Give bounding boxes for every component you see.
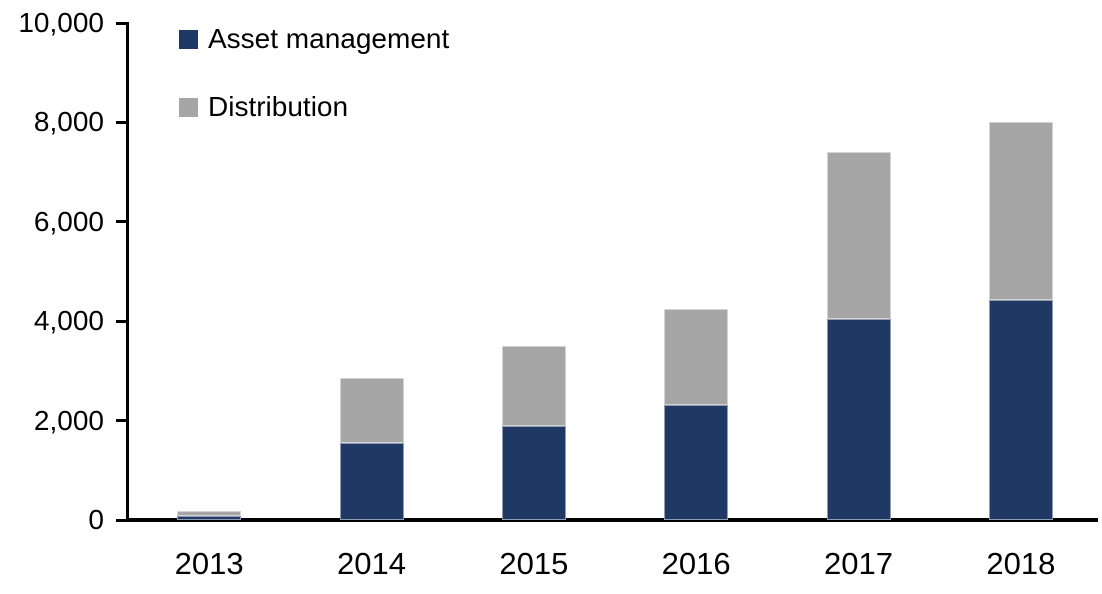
x-tick-label-2014: 2014 [337, 546, 406, 581]
y-tick-mark-2,000 [116, 419, 127, 423]
bar-segment-asset-management-2015 [501, 425, 566, 520]
y-tick-label-10,000: 10,000 [18, 7, 104, 38]
bar-segment-asset-management-2013 [177, 515, 242, 520]
x-tick-label-2016: 2016 [661, 546, 731, 581]
y-tick-mark-10,000 [116, 21, 127, 25]
legend-item-distribution: Distribution [179, 92, 348, 122]
y-tick-mark-8,000 [116, 120, 127, 124]
x-tick-label-2017: 2017 [824, 546, 893, 581]
y-tick-label-4,000: 4,000 [33, 305, 104, 337]
legend-label-distribution: Distribution [208, 91, 349, 122]
bar-segment-distribution-2013 [177, 510, 242, 516]
x-tick-label-2015: 2015 [499, 546, 569, 581]
bar-segment-distribution-2016 [664, 308, 729, 405]
bar-segment-distribution-2014 [339, 378, 404, 443]
y-tick-mark-0 [116, 518, 127, 522]
y-tick-label-8,000: 8,000 [33, 106, 104, 138]
bar-segment-asset-management-2014 [339, 442, 404, 520]
x-axis-line [126, 518, 1098, 522]
y-tick-label-6,000: 6,000 [33, 205, 104, 237]
bar-segment-asset-management-2016 [664, 404, 729, 520]
bar-segment-distribution-2017 [826, 152, 891, 319]
y-axis-line [126, 22, 129, 522]
bar-segment-asset-management-2018 [988, 300, 1053, 520]
legend-swatch-asset-management-icon [179, 29, 198, 49]
x-tick-label-2013: 2013 [174, 546, 244, 581]
bar-segment-distribution-2018 [988, 122, 1053, 301]
legend-label-asset-management: Asset management [208, 23, 450, 54]
bar-segment-distribution-2015 [501, 346, 566, 426]
y-tick-label-2,000: 2,000 [33, 404, 104, 436]
x-tick-label-2018: 2018 [986, 546, 1056, 581]
bar-segment-asset-management-2017 [826, 318, 891, 520]
legend-swatch-distribution-icon [179, 97, 198, 117]
legend-item-asset-management: Asset management [179, 24, 449, 54]
y-tick-mark-6,000 [116, 220, 127, 224]
y-tick-mark-4,000 [116, 319, 127, 323]
y-tick-label-0: 0 [88, 504, 104, 535]
